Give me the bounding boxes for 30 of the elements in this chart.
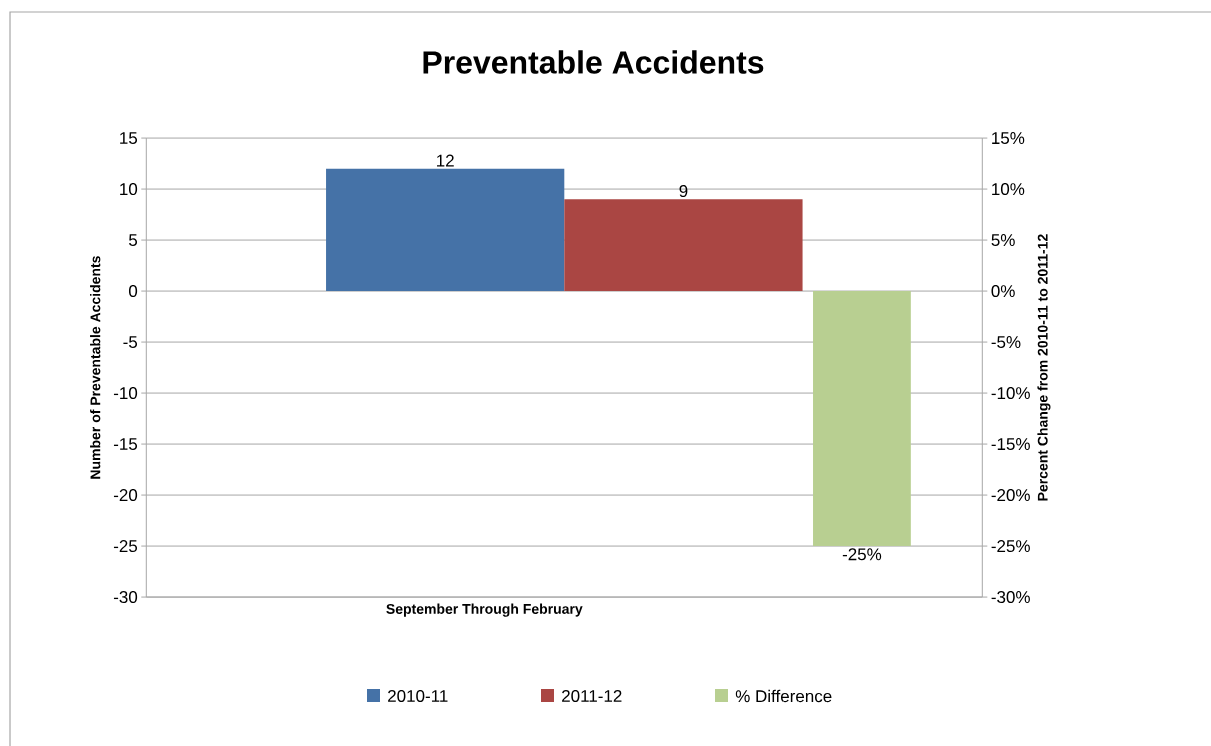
legend-label: 2010-11: [388, 689, 448, 703]
y-tick-label: 10: [120, 183, 138, 196]
chart-title: Preventable Accidents: [423, 50, 764, 74]
y-tick-label: -25: [113, 540, 138, 553]
y-tick-label: 15: [120, 132, 138, 145]
legend-label: 2011-12: [562, 689, 622, 703]
y2-tick-label: -25%: [991, 540, 1030, 553]
legend-label: % Difference: [735, 689, 832, 703]
y2-axis-title: Percent Change from 2010-11 to 2011-12: [1037, 234, 1051, 501]
y2-tick-label: -15%: [991, 438, 1030, 451]
y-tick-label: 0: [128, 285, 138, 298]
data-label: 12: [437, 154, 454, 167]
y-tick-label: -5: [123, 336, 138, 349]
y-tick-label: -15: [113, 438, 138, 451]
y2-tick-label: -20%: [991, 489, 1030, 502]
data-label: -25%: [842, 548, 882, 561]
y2-tick-label: -10%: [991, 387, 1030, 400]
y2-tick-label: 5%: [991, 234, 1015, 247]
data-label: 9: [679, 185, 688, 198]
y-tick-label: -20: [113, 489, 138, 502]
y2-tick-label: 15%: [992, 132, 1025, 145]
y2-tick-label: -5%: [991, 336, 1021, 349]
y2-tick-label: 0%: [991, 285, 1015, 298]
y-tick-label: -10: [113, 387, 138, 400]
y-axis-title: Number of Preventable Accidents: [90, 256, 101, 479]
y2-tick-label: -30%: [991, 591, 1030, 604]
y-tick-label: 5: [128, 234, 138, 247]
y2-tick-label: 10%: [992, 183, 1025, 196]
x-axis-title: September Through February: [386, 603, 583, 617]
y-tick-label: -30: [113, 591, 138, 604]
